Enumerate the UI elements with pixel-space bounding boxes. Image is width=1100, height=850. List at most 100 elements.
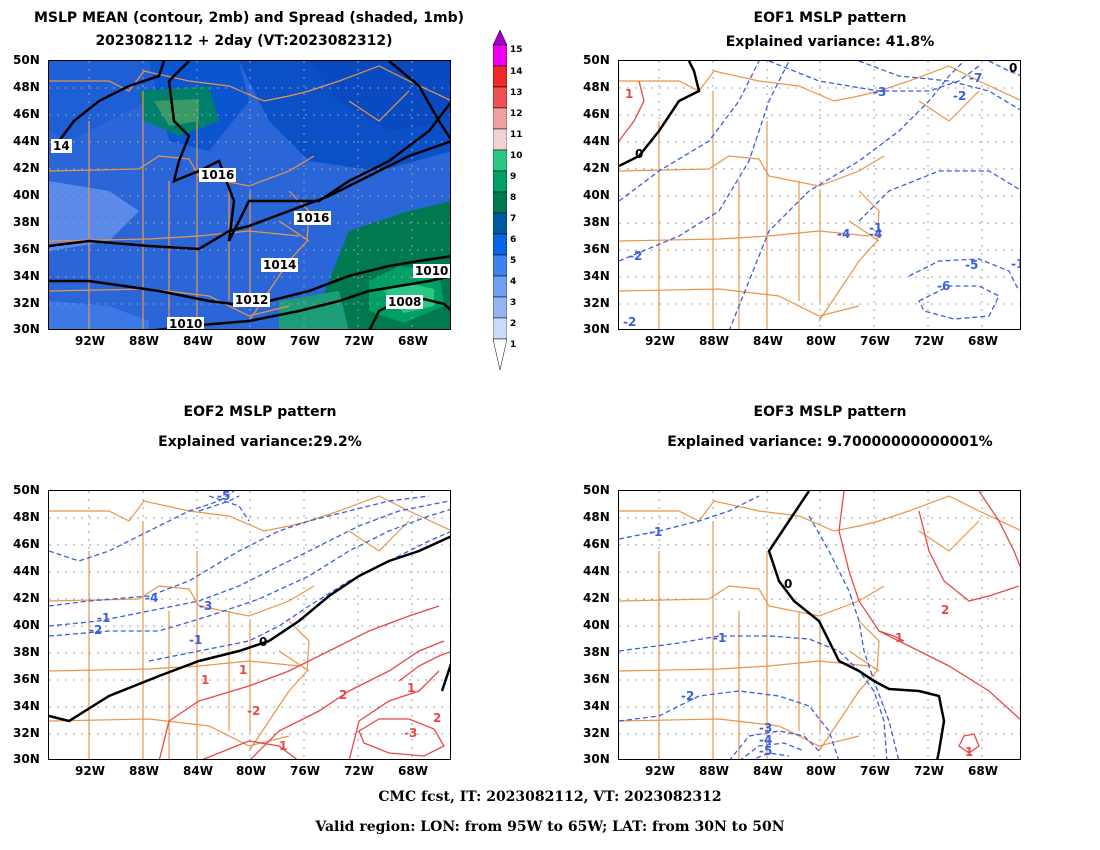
eof1-map xyxy=(619,61,1020,329)
lat-tick-label: 30N xyxy=(13,322,40,336)
lon-tick-label: 88W xyxy=(129,764,159,778)
lat-tick-label: 50N xyxy=(583,483,610,497)
lon-tick-label: 72W xyxy=(344,764,374,778)
lon-tick-label: 80W xyxy=(806,764,836,778)
state-boundaries xyxy=(49,495,450,759)
lon-tick-label: 68W xyxy=(968,334,998,348)
lon-tick-label: 92W xyxy=(645,334,675,348)
lat-tick-label: 40N xyxy=(583,618,610,632)
contour-label: -1 xyxy=(713,631,727,645)
contour-label: 1 xyxy=(625,87,634,101)
colorbar-level-label: 6 xyxy=(510,235,517,245)
contour-label: 2 xyxy=(339,688,348,702)
lon-tick-label: 88W xyxy=(129,334,159,348)
lat-tick-label: 32N xyxy=(13,296,40,310)
lon-tick-label: 80W xyxy=(236,764,266,778)
lat-tick-label: 50N xyxy=(583,53,610,67)
eof1-panel-title: EOF1 MSLP pattern xyxy=(753,10,907,26)
eof3-panel-title: EOF3 MSLP pattern xyxy=(753,404,907,420)
contour-label: -2 xyxy=(953,89,967,103)
contour-label: -1 xyxy=(1011,257,1020,271)
contour-label: 1010 xyxy=(413,264,450,278)
contour-label: 1008 xyxy=(386,295,424,309)
contour-label: -4 xyxy=(145,591,159,605)
eof3-panel-subtitle: Explained variance: 9.70000000000001% xyxy=(667,434,993,450)
eof3-positive-contours xyxy=(838,491,1020,754)
lat-tick-label: 44N xyxy=(583,134,610,148)
colorbar-swatch xyxy=(493,317,507,340)
colorbar-level-label: 8 xyxy=(510,193,517,203)
lat-tick-label: 48N xyxy=(583,510,610,524)
contour-label: -2 xyxy=(623,315,637,329)
lat-tick-label: 34N xyxy=(13,269,40,283)
lat-tick-label: 38N xyxy=(583,645,610,659)
state-boundaries xyxy=(49,65,450,329)
lon-tick-label: 76W xyxy=(290,764,320,778)
contour-label: -1 xyxy=(869,221,883,235)
contour-label: 14 xyxy=(51,139,72,153)
colorbar-swatch xyxy=(493,296,507,319)
lon-tick-label: 84W xyxy=(183,764,213,778)
lon-tick-label: 84W xyxy=(753,334,783,348)
lat-tick-label: 48N xyxy=(583,80,610,94)
eof3-zero-contour xyxy=(767,491,946,759)
lat-tick-label: 36N xyxy=(583,242,610,256)
lon-tick-label: 68W xyxy=(398,764,428,778)
lat-tick-label: 32N xyxy=(583,296,610,310)
colorbar-level-label: 5 xyxy=(510,256,517,266)
mean-spread-map xyxy=(49,61,450,329)
eof2-negative-contours xyxy=(49,491,450,662)
lat-tick-label: 36N xyxy=(13,242,40,256)
spread-shading-level-4 xyxy=(49,301,149,329)
mean-panel-title-line1: MSLP MEAN (contour, 2mb) and Spread (sha… xyxy=(34,10,464,26)
lat-tick-label: 48N xyxy=(13,80,40,94)
eof2-zero-contour xyxy=(49,535,450,723)
mslp-mean-contours xyxy=(49,61,450,329)
contour-label: 1 xyxy=(407,681,416,695)
eof3-map-panel: -1 0 1 2 -1 -2 -3 -4 -5 1 xyxy=(618,490,1021,760)
lat-tick-label: 38N xyxy=(13,645,40,659)
lat-tick-label: 44N xyxy=(13,564,40,578)
colorbar-swatch xyxy=(493,170,507,193)
valid-region-footer: Valid region: LON: from 95W to 65W; LAT:… xyxy=(315,819,785,835)
colorbar-swatch xyxy=(493,86,507,109)
colorbar-swatch xyxy=(493,107,507,130)
eof1-map-panel: 0 1 -1 -2 -3 -4 -5 -6 -7 -2 -4 -1 -2 0 xyxy=(618,60,1021,330)
contour-label: 1 xyxy=(239,663,248,677)
contour-label: 1012 xyxy=(233,293,271,307)
colorbar-level-label: 4 xyxy=(510,277,517,287)
eof2-panel-subtitle: Explained variance:29.2% xyxy=(158,434,362,450)
contour-label: -2 xyxy=(681,689,695,703)
forecast-info-footer: CMC fcst, IT: 2023082112, VT: 2023082312 xyxy=(378,789,722,805)
contour-label: -6 xyxy=(937,279,951,293)
contour-label: 0 xyxy=(259,635,268,649)
contour-label: 1010 xyxy=(167,317,205,330)
colorbar-swatch xyxy=(493,128,507,151)
mean-spread-map-panel: 1016 1016 1014 1012 1010 1010 1008 14 xyxy=(48,60,451,330)
contour-label: -4 xyxy=(759,733,773,747)
lon-tick-label: 68W xyxy=(398,334,428,348)
contour-label: -1 xyxy=(189,633,203,647)
lat-tick-label: 40N xyxy=(13,188,40,202)
lon-tick-label: 80W xyxy=(236,334,266,348)
lon-tick-label: 84W xyxy=(183,334,213,348)
colorbar-level-label: 7 xyxy=(510,214,517,224)
contour-label: 0 xyxy=(784,577,793,591)
lon-tick-label: 72W xyxy=(914,764,944,778)
lat-tick-label: 34N xyxy=(13,699,40,713)
lat-tick-label: 30N xyxy=(13,752,40,766)
lon-tick-label: 88W xyxy=(699,764,729,778)
state-boundaries xyxy=(619,65,1020,329)
eof1-negative-contours xyxy=(619,61,1020,329)
lat-tick-label: 34N xyxy=(583,699,610,713)
colorbar-level-label: 3 xyxy=(510,298,517,308)
lon-tick-label: 92W xyxy=(645,764,675,778)
spread-shading-level-3 xyxy=(49,181,139,251)
contour-label: 1 xyxy=(895,631,904,645)
colorbar-level-label: 9 xyxy=(510,172,517,182)
contour-label: -3 xyxy=(404,726,418,740)
colorbar-level-label: 15 xyxy=(510,45,523,55)
lon-tick-label: 84W xyxy=(753,764,783,778)
colorbar-swatch xyxy=(493,212,507,235)
eof2-positive-contours xyxy=(158,605,450,759)
